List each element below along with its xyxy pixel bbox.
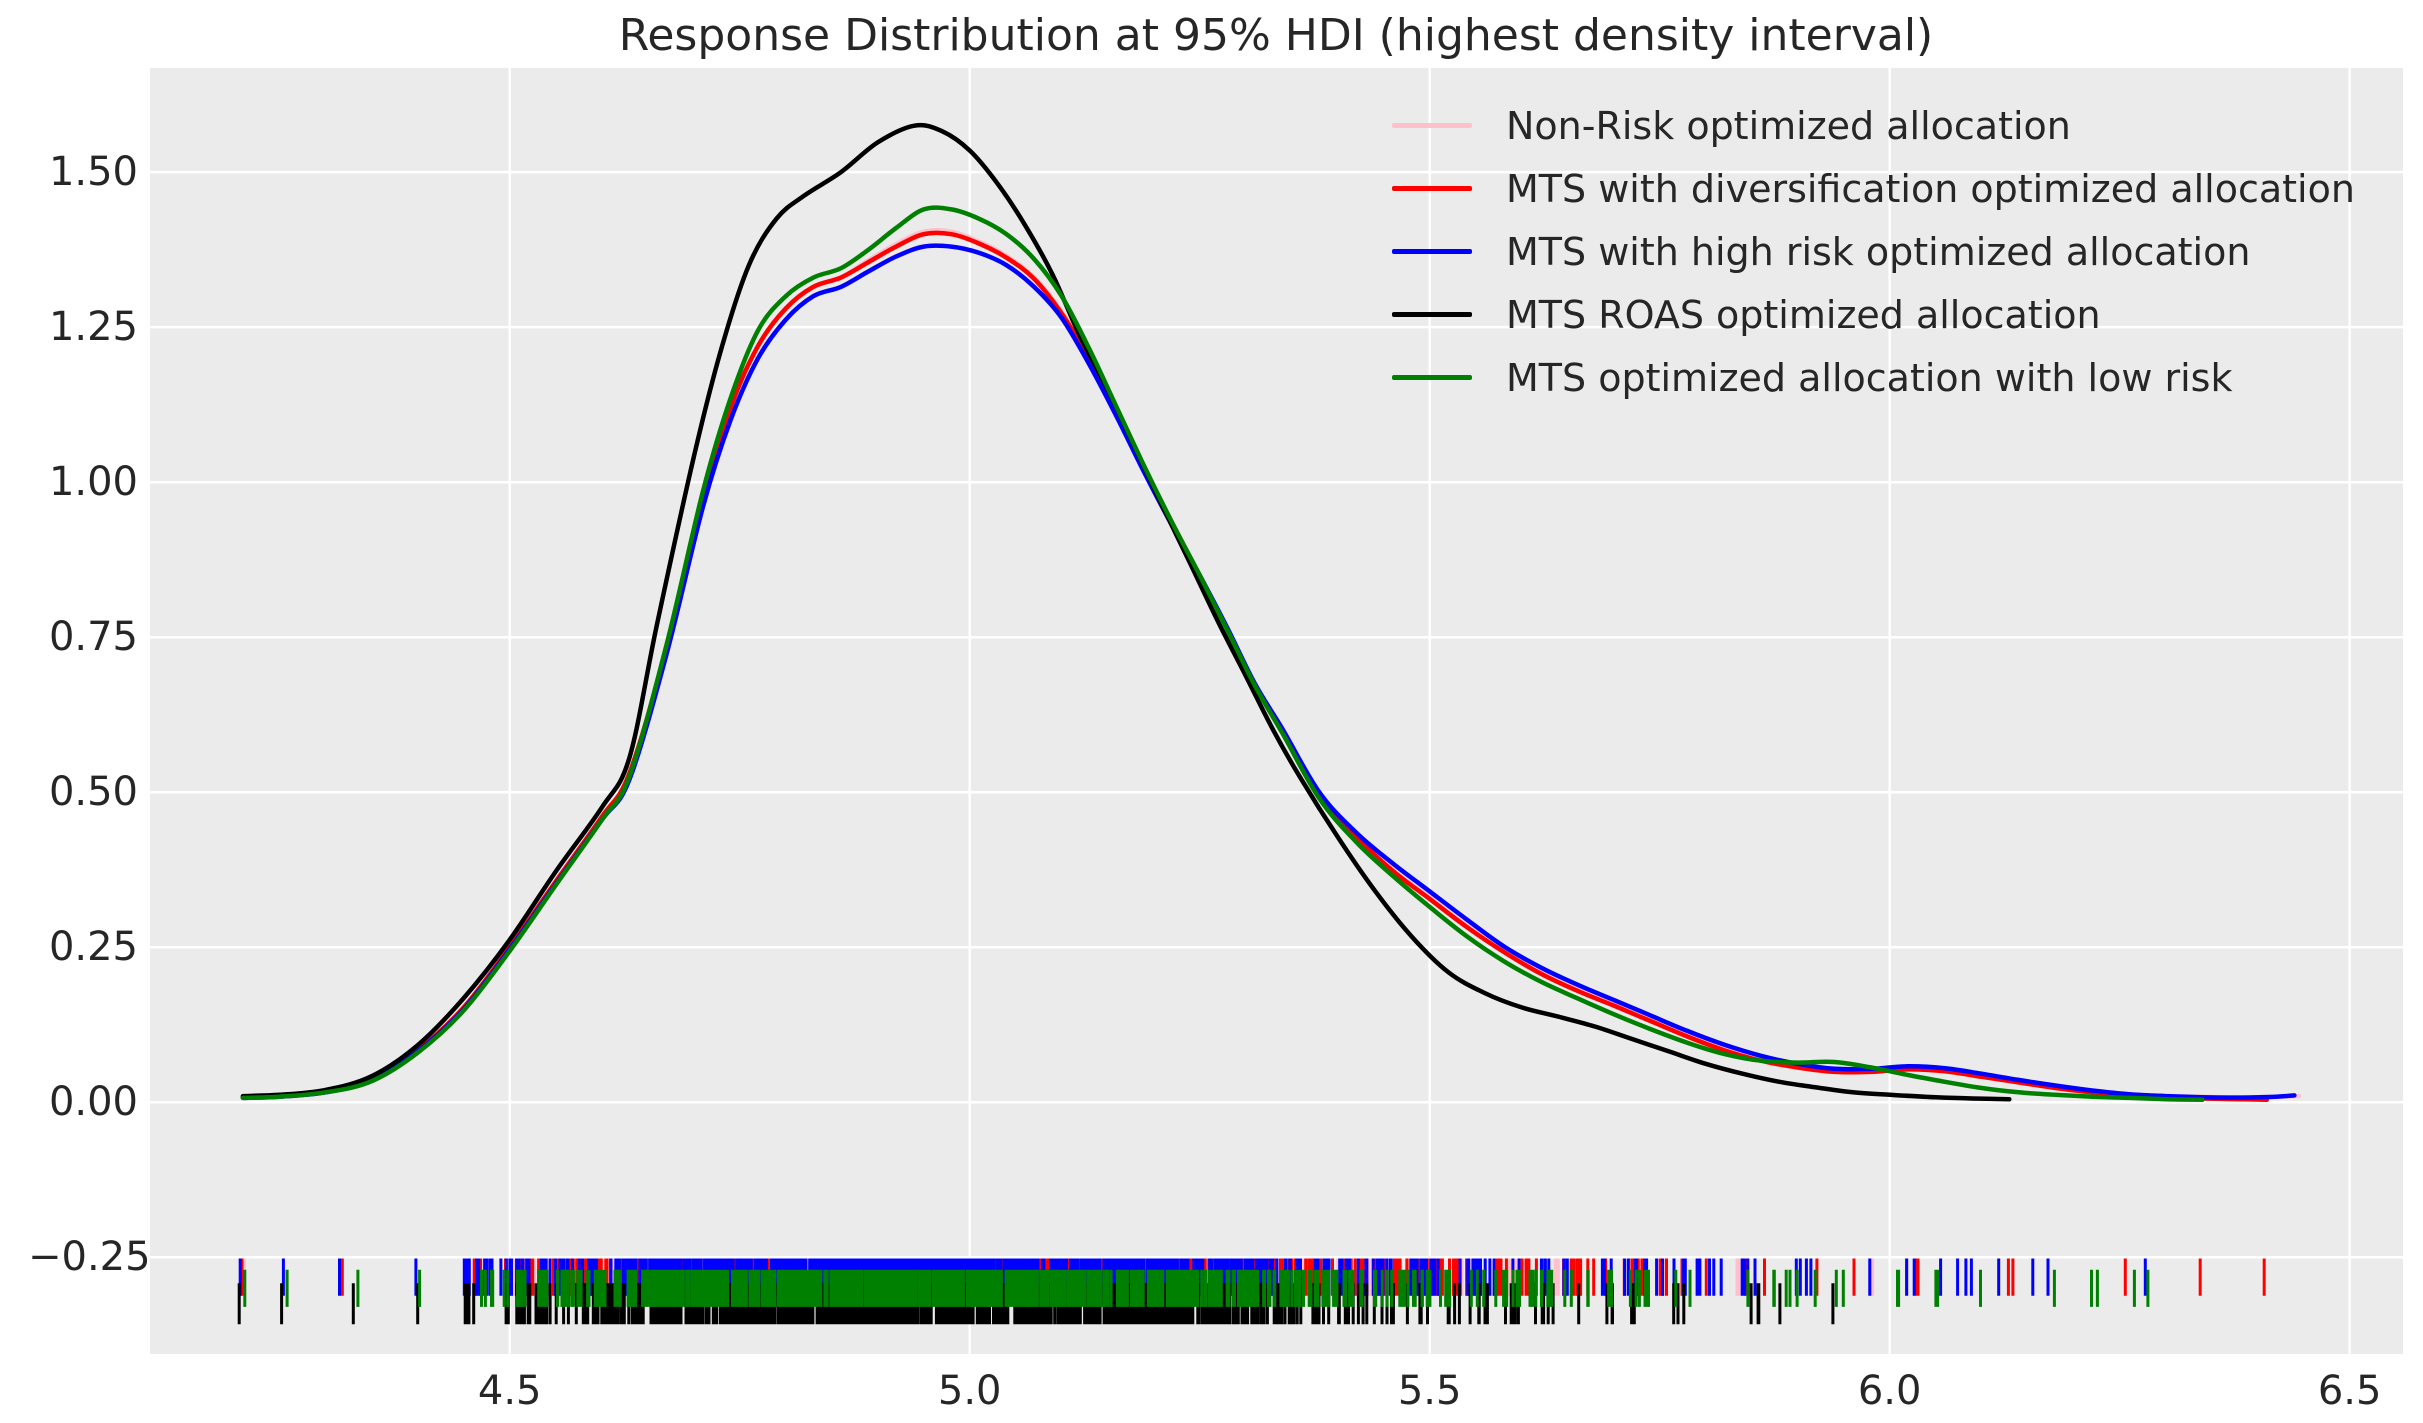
curve-4-mts-optimized-allocation-with-low-risk [240,205,2205,1103]
legend-item-1: MTS with diversification optimized alloc… [1392,157,2355,220]
legend-line-sample [1392,312,1472,317]
y-tick-label-−0.25: −0.25 [28,1234,151,1281]
y-tick-label-0.25: 0.25 [48,924,138,971]
rug-4-mts-optimized-allocation-with-low-risk [243,1269,2150,1307]
legend-line-sample [1392,123,1472,128]
y-tick-label-1.25: 1.25 [48,304,138,351]
legend-line-sample [1392,375,1472,380]
gridlines [150,68,2403,1354]
y-tick-label-0.75: 0.75 [48,614,138,661]
legend: Non-Risk optimized allocation MTS with di… [1392,94,2355,409]
y-tick-label-1.00: 1.00 [48,459,138,506]
rug-marks [237,1258,2266,1325]
legend-label: MTS ROAS optimized allocation [1506,292,2101,337]
x-tick-label-5.5: 5.5 [1397,1368,1462,1414]
chart-title: Response Distribution at 95% HDI (highes… [618,10,1934,61]
legend-item-2: MTS with high risk optimized allocation [1392,220,2355,283]
legend-label: MTS with diversification optimized alloc… [1506,166,2355,211]
legend-line-sample [1392,249,1472,254]
x-tick-label-4.5: 4.5 [477,1368,542,1414]
x-tick-label-5.0: 5.0 [937,1368,1002,1414]
legend-item-4: MTS optimized allocation with low risk [1392,346,2355,409]
y-tick-label-1.50: 1.50 [48,149,138,196]
legend-label: MTS optimized allocation with low risk [1506,355,2233,400]
density-curves [240,122,2302,1103]
y-tick-label-0.00: 0.00 [48,1079,138,1126]
legend-line-sample [1392,186,1472,191]
legend-label: Non-Risk optimized allocation [1506,103,2071,148]
x-tick-label-6.5: 6.5 [2317,1368,2382,1414]
legend-item-3: MTS ROAS optimized allocation [1392,283,2355,346]
y-tick-label-0.50: 0.50 [48,769,138,816]
legend-label: MTS with high risk optimized allocation [1506,229,2251,274]
legend-item-0: Non-Risk optimized allocation [1392,94,2355,157]
plot-area [150,68,2403,1354]
x-tick-label-6.0: 6.0 [1857,1368,1922,1414]
